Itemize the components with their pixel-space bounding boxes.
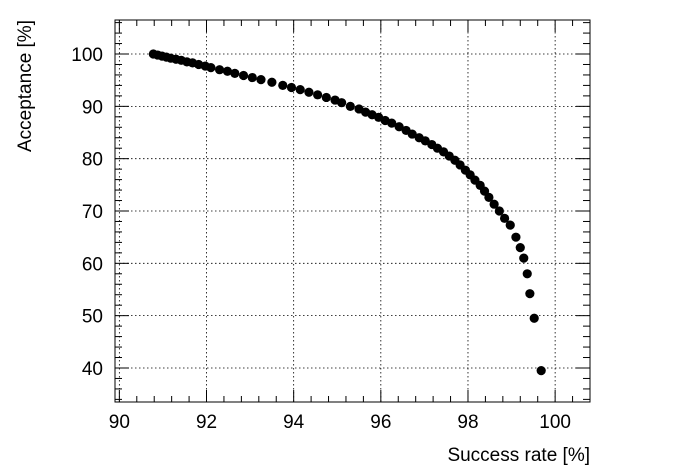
data-point [247, 72, 257, 83]
data-point [304, 87, 314, 97]
x-tick-label: 98 [457, 412, 478, 433]
data-point [214, 65, 225, 75]
y-tick-label: 40 [82, 359, 103, 380]
data-point [515, 243, 525, 253]
data-point [278, 80, 288, 91]
data-point [484, 192, 494, 202]
data-point [394, 122, 404, 132]
data-point [256, 75, 266, 85]
data-point [387, 118, 397, 128]
y-tick-label: 50 [82, 307, 103, 328]
y-tick-label: 100 [71, 45, 103, 66]
data-point [522, 269, 532, 279]
x-axis-title: Success rate [%] [447, 445, 590, 466]
y-tick-label: 70 [82, 202, 103, 223]
data-point [337, 98, 347, 108]
x-tick-label: 92 [196, 412, 217, 433]
data-point [267, 77, 277, 87]
x-tick-label: 94 [283, 412, 305, 433]
data-point [206, 63, 216, 73]
data-point [525, 289, 535, 299]
data-point [345, 101, 355, 111]
axis-ticks [115, 20, 590, 402]
data-point [295, 84, 305, 95]
y-tick-label: 90 [82, 97, 103, 118]
y-axis-title: Acceptance [%] [15, 20, 36, 152]
data-point [313, 90, 323, 100]
x-tick-label: 100 [539, 412, 571, 433]
data-point [286, 82, 297, 93]
data-point [230, 68, 240, 78]
y-tick-label: 80 [82, 150, 103, 171]
data-point [494, 206, 504, 216]
data-point [321, 92, 331, 103]
data-point [407, 129, 417, 139]
data-point [489, 199, 499, 209]
tick-labels: 90 92 94 96 98 100 40 50 60 70 80 90 100 [71, 45, 571, 433]
data-point [499, 213, 510, 223]
data-point [529, 313, 539, 323]
data-points [148, 49, 546, 376]
data-point [505, 220, 515, 230]
data-point [511, 232, 521, 242]
data-point [238, 70, 249, 81]
data-point [536, 366, 546, 376]
y-tick-label: 60 [82, 254, 103, 275]
x-tick-label: 90 [109, 412, 130, 433]
data-point [222, 66, 233, 76]
x-tick-label: 96 [370, 412, 391, 433]
data-point [519, 253, 529, 263]
